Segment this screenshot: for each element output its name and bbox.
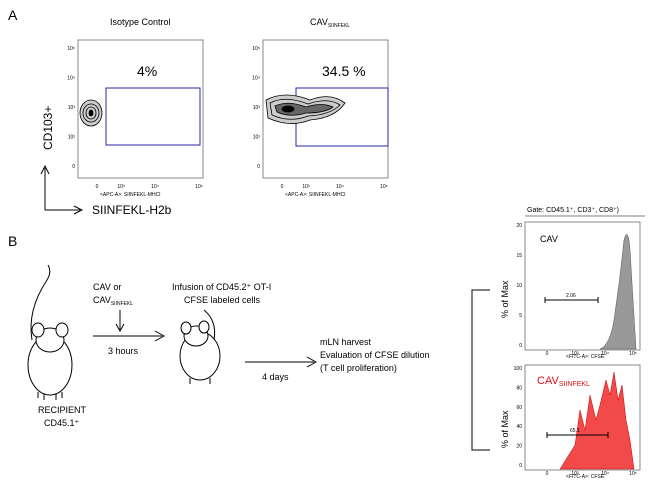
y-tick-label: 10³ [68, 105, 76, 111]
hist-x-label: <FITC-A>: CFSE [566, 354, 605, 360]
infusion: CFSE labeled cells [184, 295, 261, 305]
y-tick-label: 10⁵ [252, 46, 260, 52]
treatment-subscript: SIINFEKL [111, 301, 133, 307]
plot-frame [77, 39, 204, 179]
y-tick-label: 20 [516, 223, 522, 229]
x-tick-label: 10⁵ [380, 184, 388, 190]
x-tick-label: 0 [96, 184, 99, 190]
contours [79, 94, 346, 127]
title-subscript: SIINFEKL [328, 23, 350, 29]
infusion: Infusion of CD45.2⁺ OT-I [172, 282, 271, 292]
y-tick-label: 80 [516, 385, 522, 391]
gate-percent: 34.5 % [322, 63, 366, 79]
hist-x-label: <FITC-A>: CFSE [566, 474, 605, 480]
y-tick-label: 0 [72, 164, 75, 170]
y-tick-label: 10⁴ [252, 76, 260, 82]
range-value: 65.1 [570, 428, 580, 434]
x-tick-label: 10⁵ [195, 184, 203, 190]
harvest: mLN harvest [320, 337, 372, 347]
panel-label: A [8, 7, 18, 23]
x-tick-label: 0 [281, 184, 284, 190]
treatment: CAVSIINFEKL [93, 295, 133, 307]
recipient: CD45.1⁺ [44, 418, 80, 428]
plot-x-label: <APC-A>: SIINFEKL-MHCI [100, 192, 161, 198]
y-tick-label: 10³ [253, 105, 261, 111]
gate-percent: 4% [137, 63, 157, 79]
hist-title: CAVSIINFEKL [537, 375, 590, 388]
x-tick-label: 10³ [571, 351, 579, 357]
mouse [179, 309, 221, 384]
title-main: CAV [310, 17, 328, 27]
y-tick-label: 15 [516, 253, 522, 259]
x-tick-label: 10⁴ [151, 184, 159, 190]
range-bar [546, 432, 609, 438]
time: 4 days [262, 372, 289, 382]
harvest: Evaluation of CFSE dilution [320, 350, 430, 360]
gate [105, 87, 201, 146]
y-tick-label: 10⁵ [67, 46, 75, 52]
hist-title: CAV [540, 234, 558, 244]
harvest: (T cell proliferation) [320, 363, 397, 373]
tick-labels: 10⁵ 10⁴ 10³ 10² 0 0 10³ 10⁴ 10⁵ 10⁵ 10⁴ 10³ 10² 0 0 10³… [67, 46, 388, 190]
y-tick-label: 40 [516, 424, 522, 430]
x-tick-label: 10⁵ [629, 471, 637, 477]
hist-frame [524, 221, 641, 351]
bracket [471, 289, 490, 451]
histogram [599, 234, 637, 350]
y-tick-label: 10² [68, 135, 76, 141]
mouse [27, 264, 73, 400]
x-tick-label: 10³ [571, 471, 579, 477]
hist-y-label: % of Max [500, 280, 510, 318]
panel-label: B [8, 233, 17, 249]
y-tick-label: 10 [516, 283, 522, 289]
x-axis-label: SIINFEKL-H2b [92, 203, 172, 217]
y-tick-label: 60 [516, 405, 522, 411]
y-tick-label: 20 [516, 444, 522, 450]
range-bar [544, 297, 599, 303]
gate-label: Gate: CD45.1⁺, CD3⁺, CD8⁺) [527, 207, 619, 214]
y-axis-label: CD103+ [41, 106, 55, 150]
x-tick-label: 0 [546, 471, 549, 477]
arrow [93, 310, 166, 342]
axis-arrows [40, 164, 84, 215]
x-tick-label: 10³ [117, 184, 125, 190]
time: 3 hours [108, 346, 139, 356]
hist-frame [524, 364, 641, 471]
y-tick-label: 0 [257, 164, 260, 170]
y-tick-label: 0 [519, 463, 522, 469]
hist-y-label: % of Max [500, 410, 510, 448]
x-tick-label: 10⁴ [601, 351, 609, 357]
recipient: RECIPIENT [38, 405, 87, 415]
plot-title: Isotype Control [110, 17, 171, 27]
x-tick-label: 10⁵ [629, 351, 637, 357]
title-main: CAV [537, 375, 559, 387]
y-tick-label: 10⁴ [67, 76, 75, 82]
range-value: 2.06 [566, 293, 576, 299]
histogram [559, 371, 635, 470]
y-tick-label: 10² [253, 135, 261, 141]
y-tick-label: 0 [519, 343, 522, 349]
x-tick-label: 0 [546, 351, 549, 357]
treatment-main: CAV [93, 295, 111, 305]
tick-labels: 20 15 10 5 0 0 10³ 10⁴ 10⁵ 100 80 60 40 20 0 0 10³ 10⁴ 10⁵ [514, 223, 637, 477]
title-subscript: SIINFEKL [559, 381, 590, 388]
x-tick-label: 10⁴ [336, 184, 344, 190]
y-tick-label: 5 [519, 313, 522, 319]
plot-x-label: <APC-A>: SIINFEKL-MHCI [285, 192, 346, 198]
x-tick-label: 10³ [302, 184, 310, 190]
plot-title: CAVSIINFEKL [310, 17, 350, 29]
y-tick-label: 100 [514, 366, 523, 372]
arrow [245, 356, 318, 368]
treatment: CAV or [93, 282, 121, 292]
x-tick-label: 10⁴ [601, 471, 609, 477]
